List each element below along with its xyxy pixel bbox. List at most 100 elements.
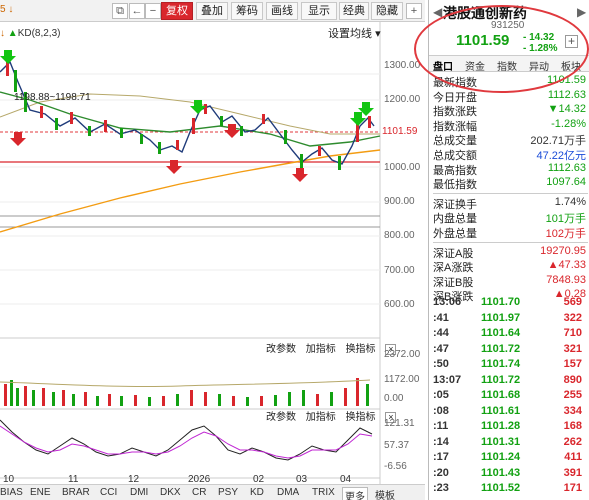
divider <box>433 192 588 194</box>
last-price-tag: 1101.59 <box>382 126 424 137</box>
stat-row: 最高指数 1112.63 <box>433 162 588 177</box>
kd-switch-indicator-button[interactable]: 换指标 <box>345 412 376 423</box>
zoom-out-icon[interactable]: − <box>145 3 161 19</box>
stat-label: 最高指数 <box>433 164 477 177</box>
stat-row: 深A涨跌 ▲47.33 <box>433 259 588 274</box>
stat-value: 1112.63 <box>547 161 586 174</box>
stat-row: 最低指数 1097.64 <box>433 176 588 191</box>
kline-chart <box>0 22 381 484</box>
kd-edit-params-button[interactable]: 改参数 <box>266 412 296 423</box>
x-tick: 2026 <box>188 474 211 485</box>
tab-template[interactable]: 模板 <box>375 491 395 500</box>
kline-chart-area[interactable]: ↓ ▲KD(8,2,3) 设置均线 ▾ 1198.88~1198.71 1101… <box>0 22 425 500</box>
chips-button[interactable]: 筹码 <box>231 2 263 20</box>
tab-cci[interactable]: CCI <box>100 487 118 498</box>
stat-row: 内盘总量 101万手 <box>433 210 588 225</box>
tab-dkx[interactable]: DKX <box>160 487 181 498</box>
y-tick: 700.00 <box>384 265 415 276</box>
tick-time: :17 <box>433 451 449 463</box>
tick-time: :41 <box>433 311 449 324</box>
stat-label: 总成交额 <box>433 149 477 162</box>
indicator-tabs: BIAS ENE BRAR CCI DMI DKX CR PSY KD DMA … <box>0 484 425 500</box>
tick-row: :47 1101.72 321 <box>429 343 589 359</box>
tick-price: 1101.52 <box>481 482 521 494</box>
volume-bars <box>4 378 369 406</box>
y-tick: 1300.00 <box>384 60 421 71</box>
tick-row: :08 1101.61 334 <box>429 405 589 421</box>
stat-label: 深证换手 <box>433 198 477 211</box>
chart-toolbar: 5 ↓ ⧉ ← − 复权 叠加 筹码 画线 显示 经典 隐藏 + <box>0 0 425 22</box>
tick-price: 1101.72 <box>481 373 521 386</box>
close-icon[interactable]: × <box>385 412 397 423</box>
hide-button[interactable]: 隐藏 <box>371 2 403 20</box>
stat-label: 深证B股 <box>433 276 474 289</box>
stat-value: ▲47.33 <box>547 259 586 272</box>
tab-ene[interactable]: ENE <box>30 487 51 498</box>
stat-value: ▲0.28 <box>553 288 586 301</box>
tab-brar[interactable]: BRAR <box>62 487 90 498</box>
volume-tick: 0.00 <box>384 393 404 404</box>
divider <box>433 241 588 243</box>
next-arrow-icon[interactable]: ▶ <box>577 5 587 19</box>
y-tick: 900.00 <box>384 196 415 207</box>
stat-row: 外盘总量 102万手 <box>433 225 588 240</box>
overlay-button[interactable]: 叠加 <box>196 2 228 20</box>
stat-value: 1097.64 <box>546 176 586 189</box>
stat-value: 1.74% <box>554 195 586 208</box>
volume-add-indicator-button[interactable]: 加指标 <box>305 344 336 355</box>
tick-volume: 262 <box>563 435 582 448</box>
tick-price: 1101.61 <box>481 404 521 417</box>
legend-name: KD(8,2,3) <box>17 28 61 39</box>
y-tick: 800.00 <box>384 230 415 241</box>
stat-label: 深B涨跌 <box>433 291 474 304</box>
kd-toolbar: 改参数 加指标 换指标 × <box>266 408 403 423</box>
fuquan-button[interactable]: 复权 <box>161 2 193 20</box>
quote-stats: 最新指数 1101.59 今日开盘 1112.63 指数涨跌 ▼14.32 指数涨幅 -1.2… <box>433 74 588 303</box>
tick-volume: 322 <box>563 311 582 324</box>
ma-mid-line <box>0 93 380 135</box>
stat-label: 内盘总量 <box>433 213 477 226</box>
x-tick: 04 <box>340 474 352 485</box>
volume-ma <box>0 379 371 388</box>
classic-button[interactable]: 经典 <box>339 2 369 20</box>
tick-row: :50 1101.74 157 <box>429 358 589 374</box>
tick-time: :20 <box>433 466 449 479</box>
tab-trix[interactable]: TRIX <box>312 487 335 498</box>
tab-cr[interactable]: CR <box>192 487 207 498</box>
stat-value: 7848.93 <box>546 273 586 286</box>
volume-tick: 2372.00 <box>384 349 421 360</box>
display-button[interactable]: 显示 <box>301 2 337 20</box>
tab-psy[interactable]: PSY <box>218 487 239 498</box>
tab-dmi[interactable]: DMI <box>130 487 149 498</box>
tab-more[interactable]: 更多 <box>342 487 368 500</box>
tab-kd[interactable]: KD <box>250 487 264 498</box>
prev-arrow-icon[interactable]: ◀ <box>433 5 443 19</box>
highlight-circle <box>414 5 589 93</box>
tick-volume: 334 <box>563 404 582 417</box>
stat-row: 总成交量 202.71万手 <box>433 132 588 147</box>
volume-tick: 1172.00 <box>384 374 420 385</box>
tick-price: 1101.70 <box>481 296 521 308</box>
tick-time: :50 <box>433 358 449 370</box>
chevron-down-icon: ▾ <box>375 28 381 40</box>
kd-k-line <box>0 419 373 461</box>
restore-icon[interactable]: ⧉ <box>112 3 128 19</box>
tab-bias[interactable]: BIAS <box>0 487 23 498</box>
toolbar-left-text: 5 ↓ <box>0 4 14 15</box>
volume-switch-indicator-button[interactable]: 换指标 <box>345 344 376 355</box>
tab-dma[interactable]: DMA <box>277 487 300 498</box>
set-ma-button[interactable]: 设置均线 ▾ <box>328 25 381 41</box>
main-pane-bg <box>0 22 380 332</box>
close-icon[interactable]: × <box>385 344 397 355</box>
stat-value: 19270.95 <box>540 244 586 257</box>
tick-row: :20 1101.43 391 <box>429 467 589 483</box>
volume-edit-params-button[interactable]: 改参数 <box>266 344 296 355</box>
range-label: 1198.88~1198.71 <box>14 92 91 103</box>
draw-line-button[interactable]: 画线 <box>266 2 298 20</box>
x-tick: 12 <box>128 474 140 485</box>
kd-add-indicator-button[interactable]: 加指标 <box>305 412 336 423</box>
stat-value: -1.28% <box>551 117 586 130</box>
back-icon[interactable]: ← <box>129 3 145 19</box>
zoom-in-icon[interactable]: + <box>406 3 422 19</box>
tick-row: 13:06 1101.70 569 <box>429 296 589 312</box>
